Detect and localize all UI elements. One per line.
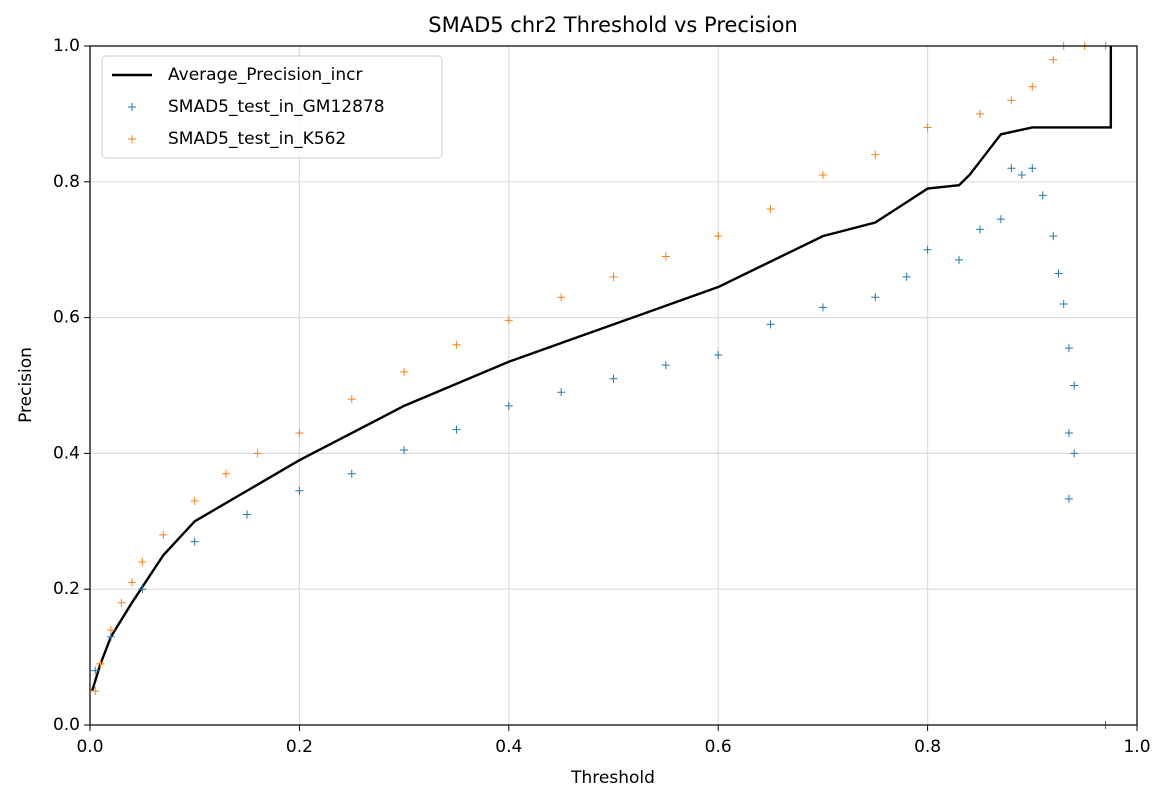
chart-title: SMAD5 chr2 Threshold vs Precision (428, 13, 797, 37)
point (1049, 55, 1058, 64)
y-tick-label: 0.0 (53, 715, 80, 735)
y-tick-label: 0.4 (53, 443, 80, 463)
legend-swatch (128, 103, 136, 111)
point (1064, 429, 1073, 438)
point (1017, 171, 1026, 180)
point (955, 255, 964, 264)
plot-area (90, 42, 1113, 729)
point (975, 225, 984, 234)
point (347, 395, 356, 404)
point (222, 469, 231, 478)
point (1038, 191, 1047, 200)
x-axis-label: Threshold (570, 768, 655, 788)
point (106, 632, 115, 641)
point (1007, 96, 1016, 105)
y-axis-label: Precision (16, 347, 36, 423)
x-tick-label: 0.0 (76, 737, 103, 757)
point (1064, 344, 1073, 353)
x-tick-label: 0.6 (705, 737, 732, 757)
point (106, 625, 115, 634)
y-tick-label: 0.8 (53, 172, 80, 192)
point (400, 367, 409, 376)
point (661, 252, 670, 261)
point (138, 585, 147, 594)
point (557, 388, 566, 397)
point (766, 320, 775, 329)
y-tick-label: 0.2 (53, 579, 80, 599)
point (818, 303, 827, 312)
point (996, 215, 1005, 224)
legend: Average_Precision_incr SMAD5_test_in_GM12… (101, 55, 443, 159)
line (90, 46, 1113, 692)
point (923, 123, 932, 132)
x-tick-label: 0.4 (495, 737, 522, 757)
point (138, 558, 147, 567)
point (714, 232, 723, 241)
legend-swatch (128, 135, 136, 143)
axes-frame (89, 45, 1138, 726)
point (504, 316, 513, 325)
point (190, 496, 199, 505)
point (871, 293, 880, 302)
point (1070, 381, 1079, 390)
legend-label: SMAD5_test_in_K562 (168, 129, 346, 149)
point (902, 272, 911, 281)
point (400, 446, 409, 455)
point (159, 530, 168, 539)
point (766, 204, 775, 213)
point (975, 109, 984, 118)
point (295, 429, 304, 438)
y-tick-label: 1.0 (53, 36, 80, 56)
point (1007, 164, 1016, 173)
point (1059, 300, 1068, 309)
point (714, 350, 723, 359)
x-tick-label: 0.8 (914, 737, 941, 757)
point (661, 361, 670, 370)
point (117, 598, 126, 607)
legend-box (101, 55, 443, 159)
point (96, 659, 105, 668)
point (923, 245, 932, 254)
point (91, 687, 100, 696)
point (452, 425, 461, 434)
point (91, 666, 100, 675)
point (818, 171, 827, 180)
point (1064, 494, 1073, 503)
x-tick-label: 0.2 (286, 737, 313, 757)
legend-label: SMAD5_test_in_GM12878 (168, 97, 385, 117)
point (609, 374, 618, 383)
point (347, 469, 356, 478)
point (1070, 449, 1079, 458)
point (871, 150, 880, 159)
point (452, 340, 461, 349)
point (243, 510, 252, 519)
point (295, 486, 304, 495)
point (1049, 232, 1058, 241)
point (127, 578, 136, 587)
point (1028, 164, 1037, 173)
point (1028, 82, 1037, 91)
y-tick-label: 0.6 (53, 308, 80, 328)
x-tick-label: 1.0 (1123, 737, 1150, 757)
point (190, 537, 199, 546)
point (1054, 269, 1063, 278)
point (504, 401, 513, 410)
point (253, 449, 262, 458)
point (609, 272, 618, 281)
point (557, 293, 566, 302)
legend-label: Average_Precision_incr (168, 65, 363, 85)
